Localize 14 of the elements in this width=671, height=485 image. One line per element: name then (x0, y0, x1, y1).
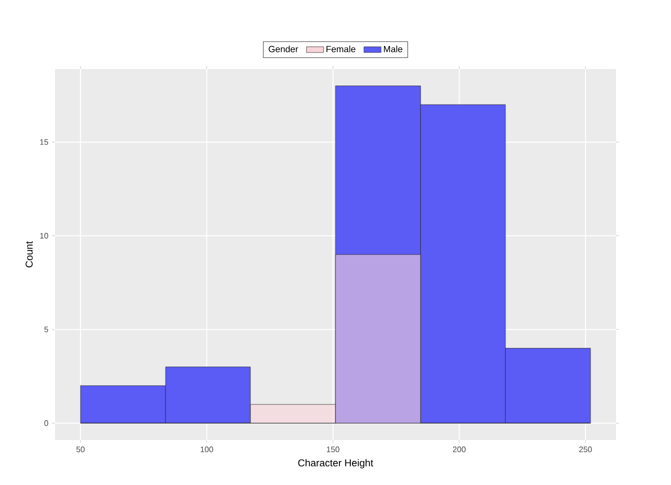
x-tick-label: 150 (326, 446, 340, 452)
x-tick-label: 200 (452, 446, 466, 452)
x-tick-label: 100 (200, 446, 214, 452)
legend-label: Male (384, 46, 402, 52)
legend-title: Gender (268, 46, 298, 52)
x-axis-title: Character Height (298, 459, 374, 468)
y-tick-label: 15 (40, 139, 48, 145)
y-tick-label: 10 (40, 232, 48, 239)
legend-label: Female (326, 46, 356, 52)
x-tick-label: 250 (579, 446, 592, 452)
y-tick-label: 5 (44, 326, 48, 332)
x-tick-label: 50 (76, 446, 85, 452)
y-tick-label: 0 (44, 420, 48, 426)
y-axis-title: Count (26, 241, 33, 268)
